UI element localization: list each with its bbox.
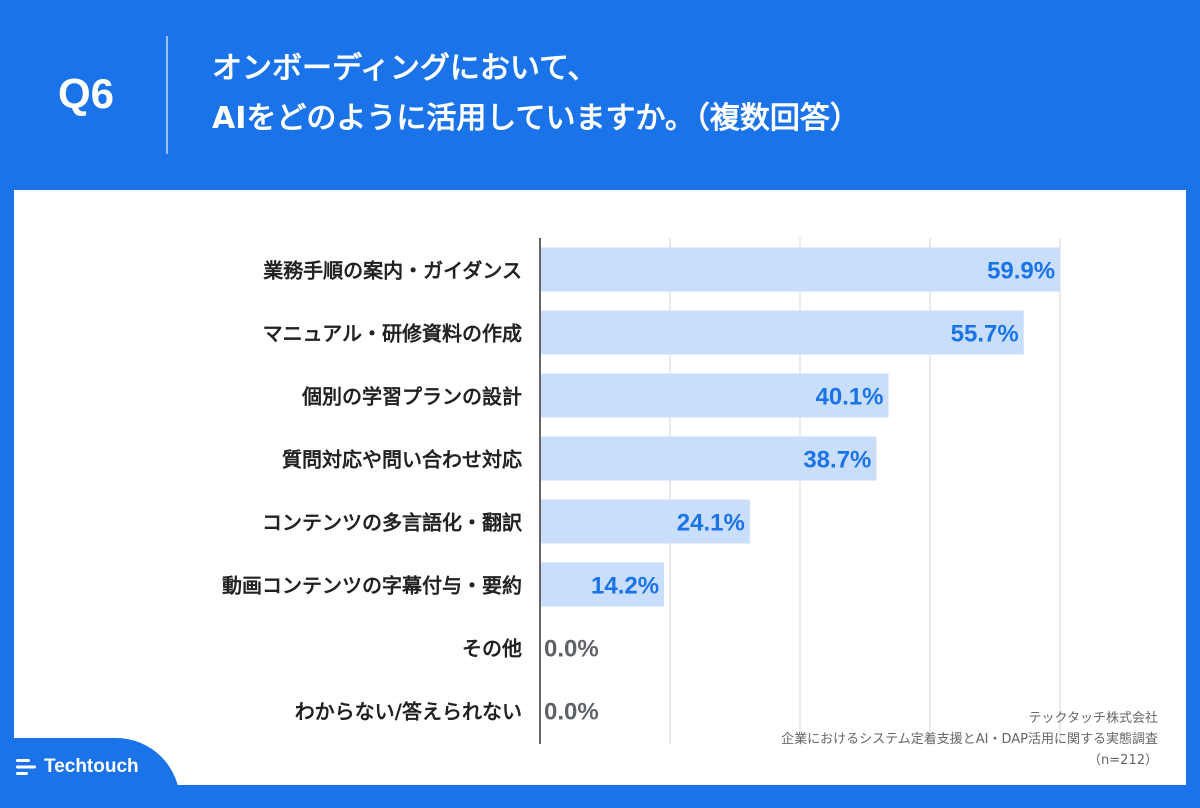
bar (541, 310, 1024, 355)
question-number: Q6 (58, 70, 115, 117)
source-sample: （n=212） (1088, 753, 1158, 768)
category-label: 業務手順の案内・ガイダンス (263, 259, 522, 283)
data-label: 0.0% (544, 699, 599, 726)
question-title-line2: AIをどのように活用していますか。（複数回答） (212, 101, 860, 136)
data-label: 38.7% (803, 447, 871, 474)
question-title-line1: オンボーディングにおいて、 (212, 51, 598, 86)
chart-panel: 業務手順の案内・ガイダンス 59.9% マニュアル・研修資料の作成 55.7% 個別の学… (14, 190, 1186, 785)
category-label: 動画コンテンツの字幕付与・要約 (222, 574, 522, 598)
category-label: マニュアル・研修資料の作成 (263, 322, 522, 346)
bar (541, 436, 877, 481)
techtouch-logo: Techtouch (16, 756, 139, 778)
category-label: わからない/答えられない (295, 700, 522, 724)
data-label: 40.1% (815, 384, 883, 411)
header-divider (166, 36, 168, 154)
data-label: 24.1% (677, 510, 745, 537)
bar-chart: 業務手順の案内・ガイダンス 59.9% マニュアル・研修資料の作成 55.7% 個別の学… (222, 238, 1061, 744)
data-label: 0.0% (544, 636, 599, 663)
header: Q6 オンボーディングにおいて、 AIをどのように活用していますか。（複数回答） (0, 0, 1200, 190)
data-label: 14.2% (591, 573, 659, 600)
data-label: 59.9% (987, 258, 1055, 285)
bar (541, 373, 889, 418)
category-label: その他 (462, 637, 522, 661)
category-label: コンテンツの多言語化・翻訳 (262, 511, 523, 535)
source-note: テックタッチ株式会社 企業におけるシステム定着支援とAI・DAP活用に関する実態… (781, 708, 1158, 771)
logo-text: Techtouch (44, 756, 139, 777)
source-company: テックタッチ株式会社 (1028, 711, 1158, 726)
source-survey: 企業におけるシステム定着支援とAI・DAP活用に関する実態調査 (781, 732, 1158, 747)
bar (541, 247, 1061, 292)
bar (541, 562, 665, 607)
question-title: オンボーディングにおいて、 AIをどのように活用していますか。（複数回答） (212, 44, 860, 144)
data-label: 55.7% (951, 321, 1019, 348)
category-label: 個別の学習プランの設計 (301, 385, 522, 409)
logo-background (0, 738, 180, 808)
category-label: 質問対応や問い合わせ対応 (282, 448, 522, 472)
techtouch-logo-icon (16, 759, 36, 775)
bar (541, 499, 750, 544)
